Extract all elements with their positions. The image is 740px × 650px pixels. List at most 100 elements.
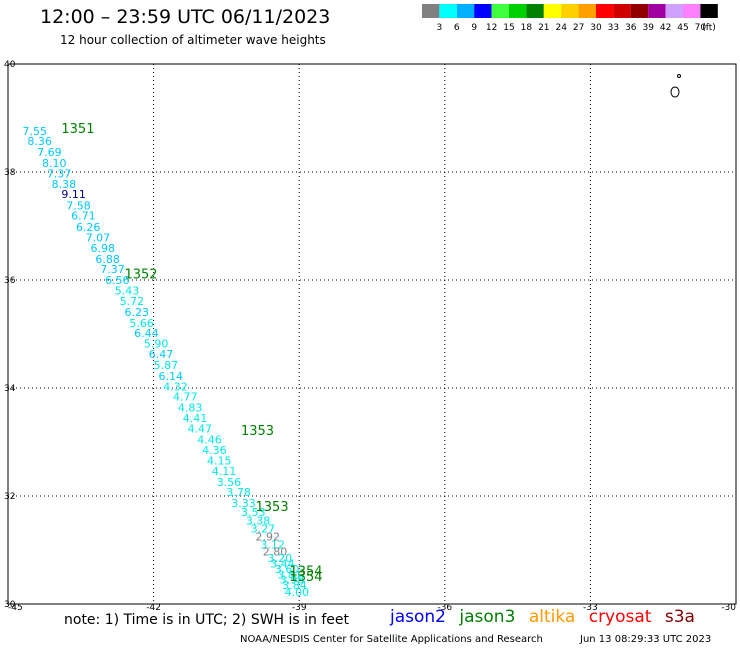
x-tick-label: -45: [8, 603, 23, 610]
swh-label: 3.60: [275, 563, 300, 576]
color-swatch: [613, 4, 631, 18]
swh-label: 3.84: [282, 579, 307, 592]
swh-label: 4.15: [207, 454, 232, 467]
x-tick-label: -30: [721, 603, 736, 610]
satellite-jason3: jason3: [459, 607, 516, 627]
swh-label: 7.07: [86, 231, 111, 244]
color-scale-tick: 12: [486, 23, 497, 33]
swh-label: 2.92: [256, 531, 281, 544]
pass-number-label: 1351: [61, 122, 94, 137]
swh-label: 3.81: [277, 568, 302, 581]
color-scale-unit: (ft): [702, 23, 716, 33]
swh-label: 3.44: [270, 558, 295, 571]
color-scale-tick: 18: [521, 23, 533, 33]
color-swatch: [543, 4, 562, 18]
swh-label: 6.47: [149, 348, 174, 361]
swh-label: 6.98: [91, 242, 116, 255]
swh-label: 6.56: [105, 274, 130, 287]
color-swatch: [648, 4, 666, 18]
swh-label: 3.53: [241, 506, 266, 519]
color-scale-tick: 39: [642, 23, 654, 33]
swh-label: 4.83: [178, 401, 203, 414]
pass-number-label: 1354: [289, 565, 322, 580]
color-swatch: [422, 4, 440, 18]
island-outline: [677, 74, 681, 78]
swh-label: 9.11: [61, 188, 86, 201]
color-scale-tick: 33: [608, 23, 619, 33]
swh-label: 5.87: [154, 359, 179, 372]
swh-label: 7.37: [47, 168, 72, 181]
y-tick-label: 36: [4, 276, 16, 286]
swh-label: 7.37: [100, 263, 125, 276]
color-swatch: [665, 4, 683, 18]
swh-label: 5.66: [129, 317, 154, 330]
color-scale-tick: 36: [625, 23, 637, 33]
swh-label: 7.55: [23, 125, 47, 138]
swh-label: 2.80: [263, 546, 288, 559]
pass-number-label: 1353: [241, 424, 274, 439]
color-swatch: [683, 4, 701, 18]
swh-label: 6.14: [158, 370, 183, 383]
color-swatch: [578, 4, 596, 18]
map-frame: [7, 63, 737, 605]
swh-label: 6.23: [124, 306, 149, 319]
color-swatch: [491, 4, 509, 18]
pass-number-label: 1353: [256, 500, 289, 515]
swh-label: 4.36: [202, 444, 227, 457]
color-scale-tick: 45: [677, 23, 688, 33]
swh-label: 5.43: [115, 284, 140, 297]
chart-subtitle: 12 hour collection of altimeter wave hei…: [60, 33, 326, 47]
color-swatch: [700, 4, 718, 18]
color-scale-tick: 24: [555, 23, 567, 33]
swh-label: 3.20: [268, 552, 293, 565]
swh-label: 7.69: [37, 146, 62, 159]
swh-label: 3.98: [280, 574, 305, 587]
swh-label: 3.38: [246, 514, 271, 527]
satellite-cryosat: cryosat: [588, 607, 652, 627]
color-scale-legend: 3 6 9 12 15 18 21 24 27 30 33 36 39 42 45 70(ft): [422, 4, 718, 33]
swh-label: 6.71: [71, 210, 96, 223]
color-swatch: [509, 4, 527, 18]
swh-label: 4.00: [285, 586, 310, 599]
units-note: note: 1) Time is in UTC; 2) SWH is in fe…: [64, 612, 350, 628]
swh-label: 4.32: [163, 380, 188, 393]
swh-label: 3.12: [260, 539, 285, 552]
satellite-altika: altika: [528, 607, 576, 627]
color-swatch: [630, 4, 649, 18]
color-scale-tick: 6: [454, 23, 460, 33]
swh-label: 8.36: [27, 135, 52, 148]
y-tick-label: 40: [4, 60, 16, 70]
swh-label: 3.27: [251, 522, 276, 535]
color-scale-tick: 27: [573, 23, 584, 33]
color-scale-tick: 15: [503, 23, 514, 33]
color-scale-tick: 42: [660, 23, 671, 33]
swh-label: 4.47: [188, 423, 213, 436]
color-swatch: [596, 4, 614, 18]
swh-label: 4.11: [212, 465, 237, 478]
y-tick-label: 34: [4, 384, 16, 394]
swh-label: 8.38: [52, 178, 77, 191]
swh-label: 8.10: [42, 157, 66, 170]
satellite-s3a: s3a: [664, 607, 695, 627]
swh-label: 6.26: [76, 221, 101, 234]
swh-label: 3.33: [231, 497, 256, 510]
color-scale-tick: 70: [695, 23, 707, 33]
color-scale-tick: 30: [590, 23, 602, 33]
color-scale-tick: 9: [471, 23, 477, 33]
swh-label: 4.41: [183, 412, 208, 425]
island-outline: [670, 86, 680, 98]
x-tick-label: -36: [437, 603, 452, 610]
y-tick-label: 30: [4, 600, 16, 610]
chart-title: 12:00 – 23:59 UTC 06/11/2023: [40, 6, 331, 28]
color-swatch: [526, 4, 544, 18]
color-scale-tick: 3: [437, 23, 443, 33]
swh-label: 4.77: [173, 391, 198, 404]
swh-label: 3.56: [217, 476, 242, 489]
x-tick-label: -33: [583, 603, 598, 610]
x-tick-label: -39: [292, 603, 307, 610]
color-scale-tick: 21: [538, 23, 549, 33]
swh-label: 5.90: [144, 338, 169, 351]
pass-number-label: 1352: [124, 268, 157, 283]
footer-timestamp: Jun 13 08:29:33 UTC 2023: [580, 634, 712, 645]
swh-label: 6.44: [134, 327, 159, 340]
